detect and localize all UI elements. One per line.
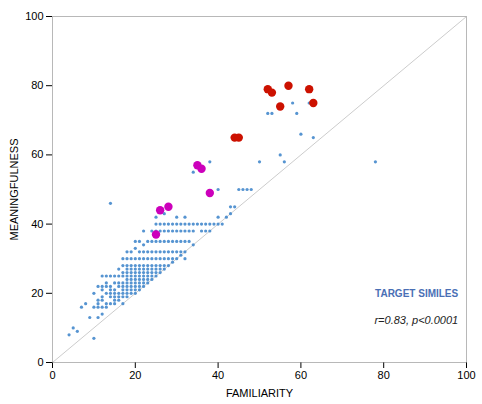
svg-text:20: 20 bbox=[129, 369, 141, 381]
svg-text:40: 40 bbox=[31, 218, 43, 230]
svg-text:100: 100 bbox=[25, 10, 43, 22]
svg-text:60: 60 bbox=[31, 148, 43, 160]
svg-text:100: 100 bbox=[457, 369, 475, 381]
svg-text:80: 80 bbox=[31, 79, 43, 91]
svg-text:20: 20 bbox=[31, 287, 43, 299]
svg-text:60: 60 bbox=[295, 369, 307, 381]
svg-text:80: 80 bbox=[378, 369, 390, 381]
svg-text:TARGET SIMILES: TARGET SIMILES bbox=[375, 288, 458, 299]
svg-text:FAMILIARITY: FAMILIARITY bbox=[226, 387, 294, 399]
svg-text:MEANINGFULNESS: MEANINGFULNESS bbox=[8, 138, 20, 240]
svg-text:r=0.83, p<0.0001: r=0.83, p<0.0001 bbox=[374, 314, 458, 326]
svg-text:0: 0 bbox=[37, 356, 43, 368]
svg-text:0: 0 bbox=[49, 369, 55, 381]
svg-text:40: 40 bbox=[212, 369, 224, 381]
